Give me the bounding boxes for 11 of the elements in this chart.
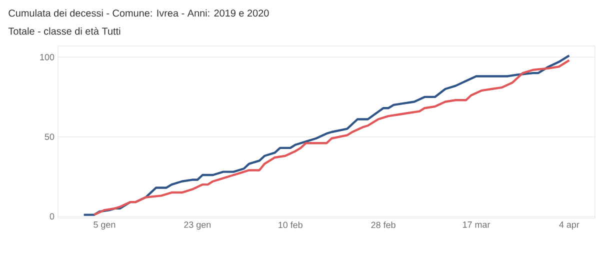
x-tick-label: 17 mar — [462, 222, 490, 228]
chart-subtitle: Totale - classe di età Tutti — [8, 27, 120, 35]
x-tick-label: 4 apr — [559, 222, 580, 230]
y-tick-label: 50 — [44, 134, 54, 140]
x-tick-label: 28 feb — [371, 222, 396, 228]
x-tick-label: 5 gen — [94, 222, 116, 230]
chart-title: Cumulata dei decessi - Comune: Ivrea - Anni: 2019 e 2020 — [8, 9, 269, 17]
x-tick-label: 10 feb — [278, 222, 302, 228]
y-tick-label: 0 — [50, 213, 54, 220]
x-tick-label: 23 gen — [184, 222, 211, 230]
y-tick-label: 100 — [40, 54, 54, 60]
